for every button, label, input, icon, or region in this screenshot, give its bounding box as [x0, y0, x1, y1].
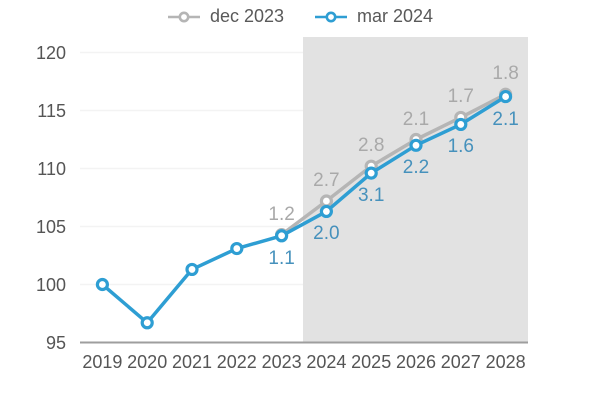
x-axis-tick-label: 2027 — [440, 352, 481, 372]
x-axis-tick-label: 2022 — [216, 352, 257, 372]
point-label-dec-2023: 1.7 — [447, 86, 474, 108]
point-label-dec-2023: 2.7 — [313, 169, 340, 191]
data-point-marker — [275, 229, 289, 243]
x-axis-tick-label: 2019 — [82, 352, 123, 372]
point-label-mar-2024: 1.6 — [447, 136, 474, 158]
x-axis-tick-label: 2020 — [127, 352, 168, 372]
x-axis-tick-label: 2021 — [171, 352, 213, 372]
y-axis-tick-label: 115 — [37, 100, 66, 121]
x-axis-tick-label: 2025 — [351, 352, 392, 372]
point-label-mar-2024: 2.1 — [492, 108, 519, 130]
x-axis-tick-label: 2028 — [485, 352, 526, 372]
y-axis-tick-label: 120 — [35, 42, 66, 63]
point-label-dec-2023: 2.8 — [357, 135, 385, 157]
legend-marker-line-icon — [315, 11, 348, 22]
series-line-mar-2024 — [101, 95, 507, 325]
legend-item-mar-2024: mar 2024 — [314, 6, 433, 27]
point-label-dec-2023: 1.8 — [492, 63, 519, 85]
y-axis-tick-label: 110 — [37, 158, 66, 179]
y-axis-tick-label: 105 — [35, 216, 66, 237]
series-line-dec-2023 — [280, 92, 507, 237]
data-point-marker — [230, 241, 244, 256]
point-label-mar-2024: 2.0 — [313, 223, 340, 245]
data-point-marker — [140, 316, 154, 330]
data-point-marker — [95, 277, 110, 292]
point-label-dec-2023: 2.1 — [402, 108, 430, 130]
data-point-marker — [364, 166, 378, 180]
legend-item-dec-2023: dec 2023 — [167, 6, 284, 27]
y-axis-tick-label: 95 — [45, 332, 66, 353]
point-label-dec-2023: 1.2 — [268, 203, 295, 225]
data-point-marker — [185, 262, 199, 277]
legend-marker-line-icon — [167, 11, 200, 22]
point-label-mar-2024: 2.2 — [402, 157, 430, 179]
data-point-marker — [454, 117, 468, 132]
y-axis-tick-label: 100 — [35, 274, 66, 295]
chart-legend: dec 2023 mar 2024 — [0, 6, 600, 27]
legend-label-dec-2023: dec 2023 — [209, 6, 285, 26]
x-axis-tick-label: 2024 — [306, 352, 347, 372]
data-point-marker — [499, 89, 513, 104]
data-point-marker — [319, 194, 333, 208]
data-point-marker — [409, 138, 423, 152]
legend-label-mar-2024: mar 2024 — [357, 6, 434, 26]
point-label-mar-2024: 3.1 — [357, 185, 385, 207]
x-axis-tick-label: 2026 — [395, 352, 437, 372]
data-point-marker — [319, 204, 333, 219]
point-label-mar-2024: 1.1 — [268, 247, 295, 269]
x-axis-tick-label: 2023 — [261, 352, 302, 372]
